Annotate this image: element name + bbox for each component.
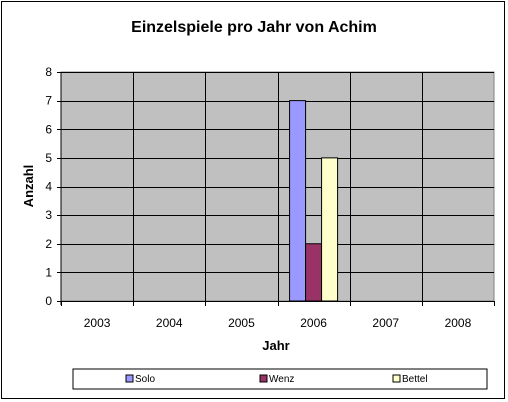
chart-title: Einzelspiele pro Jahr von Achim: [131, 19, 377, 36]
y-tick-label: 0: [45, 294, 52, 308]
bars: [289, 100, 339, 302]
y-axis-title: Anzahl: [21, 165, 36, 208]
legend-label-wenz: Wenz: [269, 374, 294, 385]
y-tick-label: 5: [45, 151, 52, 165]
x-tick-label: 2004: [156, 316, 183, 330]
legend-swatch-bettel: [392, 374, 401, 383]
y-tick-label: 2: [45, 237, 52, 251]
legend-label-solo: Solo: [135, 374, 155, 385]
y-tick-label: 3: [45, 208, 52, 222]
bar-bettel-2006: [321, 157, 339, 302]
plot-area: [60, 71, 495, 302]
y-tick-label: 7: [45, 94, 52, 108]
x-tick-label: 2003: [84, 316, 111, 330]
x-tick-label: 2005: [228, 316, 255, 330]
legend-label-bettel: Bettel: [402, 374, 428, 385]
y-tick-label: 1: [45, 265, 52, 279]
x-tick-label: 2008: [445, 316, 472, 330]
y-tick-label: 6: [45, 122, 52, 136]
y-tick-label: 4: [45, 180, 52, 194]
bar-solo-2006: [289, 100, 307, 302]
y-tick-label: 8: [45, 65, 52, 79]
x-tick-label: 2007: [372, 316, 399, 330]
bar-wenz-2006: [305, 243, 323, 302]
legend-swatch-solo: [125, 374, 134, 383]
legend: [72, 368, 488, 390]
legend-items: Solo Wenz Bettel: [125, 374, 428, 385]
y-tick-labels: 0 1 2 3 4 5 6 7 8: [45, 65, 52, 308]
x-tick-label: 2006: [300, 316, 327, 330]
axes: [57, 72, 495, 306]
legend-swatch-wenz: [259, 374, 268, 383]
x-axis-title: Jahr: [262, 338, 289, 353]
x-tick-labels: 2003 2004 2005 2006 2007 2008: [84, 316, 472, 330]
gridlines: [61, 72, 494, 301]
